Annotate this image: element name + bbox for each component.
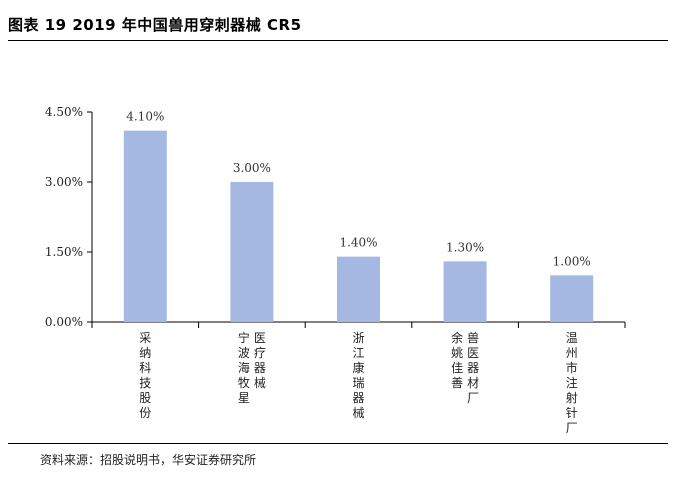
x-category-label: 兽医器材厂	[467, 331, 479, 405]
x-category-label: 温州市注射针厂	[566, 331, 578, 435]
x-category-label: 宁波海牧星	[238, 330, 250, 405]
data-label: 4.10%	[126, 110, 164, 124]
footer-divider	[8, 443, 668, 444]
data-label: 1.40%	[339, 236, 377, 250]
x-category-label: 浙江康瑞器械	[352, 331, 364, 420]
bar	[337, 256, 380, 322]
data-label: 1.00%	[553, 254, 591, 268]
bar	[230, 182, 274, 322]
bar	[443, 261, 487, 322]
figure-title: 图表 19 2019 年中国兽用穿刺器械 CR5	[8, 16, 302, 34]
title-divider	[8, 40, 668, 41]
data-label: 3.00%	[233, 161, 271, 175]
y-tick-label: 1.50%	[45, 245, 83, 259]
data-label: 1.30%	[446, 240, 484, 254]
y-tick-label: 4.50%	[45, 105, 83, 119]
y-tick-label: 3.00%	[45, 175, 83, 189]
source-note: 资料来源：招股说明书，华安证券研究所	[40, 453, 257, 467]
x-category-label: 医疗器械	[254, 331, 266, 390]
bar	[123, 130, 167, 322]
x-category-label: 采纳科技股份	[139, 331, 151, 420]
y-tick-label: 0.00%	[45, 315, 83, 329]
x-category-label: 余姚佳善	[451, 330, 463, 390]
bar	[550, 275, 594, 322]
